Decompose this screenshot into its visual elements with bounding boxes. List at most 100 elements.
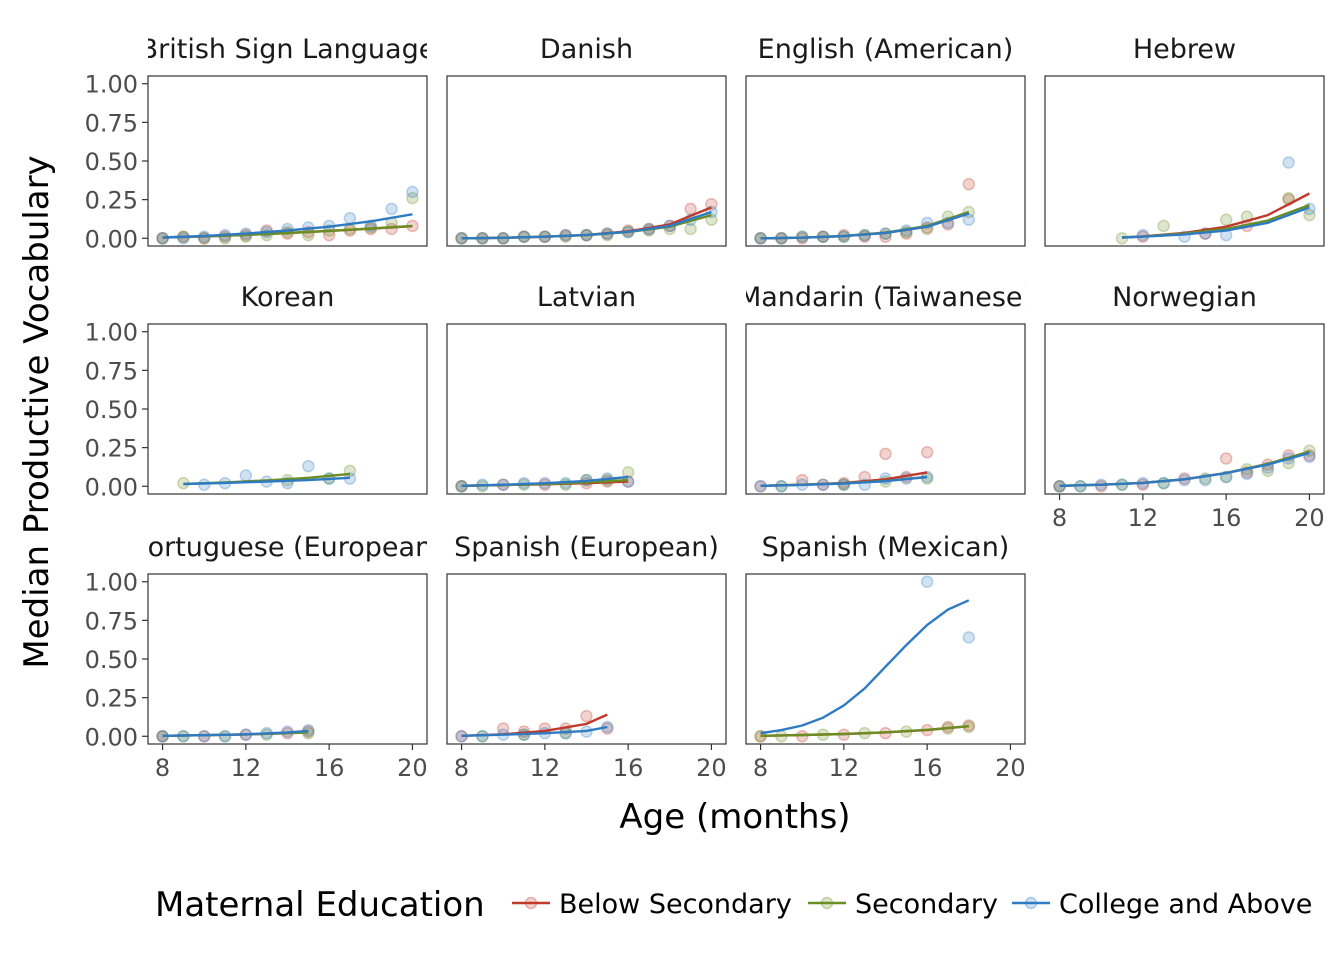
panel-spanish-european: Spanish (European) 8 12 16 20 <box>446 532 727 782</box>
x-tick-label: 8 <box>454 754 469 782</box>
panel-frame <box>745 75 1026 247</box>
data-point-below-secondary <box>920 446 934 459</box>
panel-danish: Danish <box>446 34 727 247</box>
y-tick-label: 0.25 <box>85 435 138 463</box>
data-point-college-and-above <box>239 469 253 482</box>
data-point-secondary <box>1157 219 1170 233</box>
data-point-college-and-above <box>1282 156 1295 169</box>
panel-title: English (American) <box>758 34 1014 65</box>
data-point-college-and-above <box>385 202 398 216</box>
x-tick-label: 12 <box>829 754 860 782</box>
fit-line-college-and-above <box>183 476 351 486</box>
y-tick-label: 0.00 <box>85 723 138 751</box>
panel-frame <box>147 75 428 247</box>
panel-title: Spanish (European) <box>454 532 719 563</box>
fit-line-college-and-above <box>760 475 928 487</box>
x-tick-label: 20 <box>1294 504 1325 532</box>
panel-title: Norwegian <box>1112 282 1257 313</box>
legend-marker <box>1024 896 1038 910</box>
y-tick-label: 0.75 <box>85 357 138 385</box>
data-point-below-secondary <box>962 719 976 732</box>
y-tick-label: 0.25 <box>85 187 138 215</box>
panel-frame <box>147 573 428 745</box>
fit-line-college-and-above <box>1059 451 1310 487</box>
data-point-college-and-above <box>218 730 232 743</box>
x-tick-label: 16 <box>1211 504 1242 532</box>
fit-line-college-and-above <box>760 212 970 240</box>
data-point-college-and-above <box>962 631 976 644</box>
data-point-below-secondary <box>879 447 892 461</box>
x-tick-label: 20 <box>995 754 1026 782</box>
legend-label: College and Above <box>1059 889 1312 920</box>
data-point-secondary <box>1303 208 1316 222</box>
panel-norwegian: Norwegian 8 12 16 20 <box>1044 282 1325 532</box>
x-tick-label: 16 <box>613 754 644 782</box>
legend-title: Maternal Education <box>155 885 485 925</box>
panel-hebrew: Hebrew <box>1044 34 1325 247</box>
panel-frame <box>147 323 428 495</box>
data-point-below-secondary <box>1219 452 1233 465</box>
legend-marker <box>524 896 538 910</box>
x-tick-label: 8 <box>753 754 768 782</box>
panel-title: Spanish (Mexican) <box>762 532 1010 563</box>
y-tick-label: 0.25 <box>85 685 138 713</box>
legend-marker <box>820 896 834 910</box>
fit-line-college-and-above <box>461 725 608 737</box>
data-point-below-secondary <box>322 228 336 242</box>
legend-entry-below-secondary: Below Secondary <box>512 889 792 920</box>
x-tick-label: 12 <box>1128 504 1159 532</box>
y-tick-label: 0.75 <box>85 109 138 137</box>
panel-portuguese-european: Portuguese (European) 0.00 0.25 0.50 0.75 1.0… <box>85 532 442 782</box>
panel-title: Danish <box>540 34 633 65</box>
legend: Maternal Education Below Secondary Second… <box>155 885 1312 925</box>
y-tick-label: 0.00 <box>85 225 138 253</box>
data-point-college-and-above <box>920 575 934 588</box>
fit-line-college-and-above <box>461 475 629 487</box>
panel-title: Portuguese (European) <box>132 532 442 563</box>
x-tick-label: 16 <box>912 754 943 782</box>
fit-line-college-and-above <box>162 213 413 239</box>
panel-latvian: Latvian <box>446 282 727 495</box>
fit-line-college-and-above <box>162 729 309 737</box>
y-tick-label: 1.00 <box>85 569 138 597</box>
y-tick-label: 0.00 <box>85 473 138 501</box>
data-point-college-and-above <box>302 459 315 473</box>
x-tick-label: 8 <box>1052 504 1067 532</box>
panel-frame <box>1044 75 1325 247</box>
data-point-below-secondary <box>580 709 593 723</box>
x-tick-label: 20 <box>696 754 727 782</box>
data-point-college-and-above <box>343 211 357 225</box>
panel-grid: British Sign Language 0.00 0.25 0.50 0.75 1.0… <box>85 34 1325 782</box>
fit-line-college-and-above <box>760 599 970 735</box>
panel-frame <box>446 323 727 495</box>
data-point-below-secondary <box>705 198 718 211</box>
data-point-secondary <box>684 222 697 236</box>
y-axis-title: Median Productive Vocabulary <box>17 155 57 668</box>
panel-frame <box>745 573 1026 745</box>
x-tick-label: 8 <box>155 754 170 782</box>
panel-title: Latvian <box>537 282 636 313</box>
panel-british-sign-language: British Sign Language 0.00 0.25 0.50 0.75 1.0… <box>85 34 436 253</box>
legend-label: Below Secondary <box>559 889 792 920</box>
data-point-college-and-above <box>1157 476 1170 490</box>
legend-label: Secondary <box>855 889 998 920</box>
y-tick-label: 1.00 <box>85 71 138 99</box>
y-tick-label: 0.50 <box>85 148 138 176</box>
data-point-college-and-above <box>177 232 190 245</box>
panel-english-american: English (American) <box>745 34 1026 247</box>
panel-mandarin-taiwanese: Mandarin (Taiwanese) <box>738 282 1033 495</box>
panel-frame <box>1044 323 1325 495</box>
fit-line-college-and-above <box>1121 206 1310 239</box>
panel-title: Mandarin (Taiwanese) <box>738 282 1033 313</box>
panel-title: British Sign Language <box>140 34 436 65</box>
panel-spanish-mexican: Spanish (Mexican) 8 12 16 20 <box>745 532 1026 782</box>
fit-line-college-and-above <box>461 210 712 240</box>
panel-korean: Korean 0.00 0.25 0.50 0.75 1.00 <box>85 282 428 501</box>
data-point-secondary <box>1219 213 1233 226</box>
fit-line-secondary <box>760 725 969 737</box>
x-tick-label: 16 <box>314 754 345 782</box>
y-tick-label: 0.75 <box>85 607 138 635</box>
legend-entry-college-and-above: College and Above <box>1012 889 1312 920</box>
x-axis-title: Age (months) <box>619 797 850 837</box>
panel-title: Hebrew <box>1133 34 1236 65</box>
